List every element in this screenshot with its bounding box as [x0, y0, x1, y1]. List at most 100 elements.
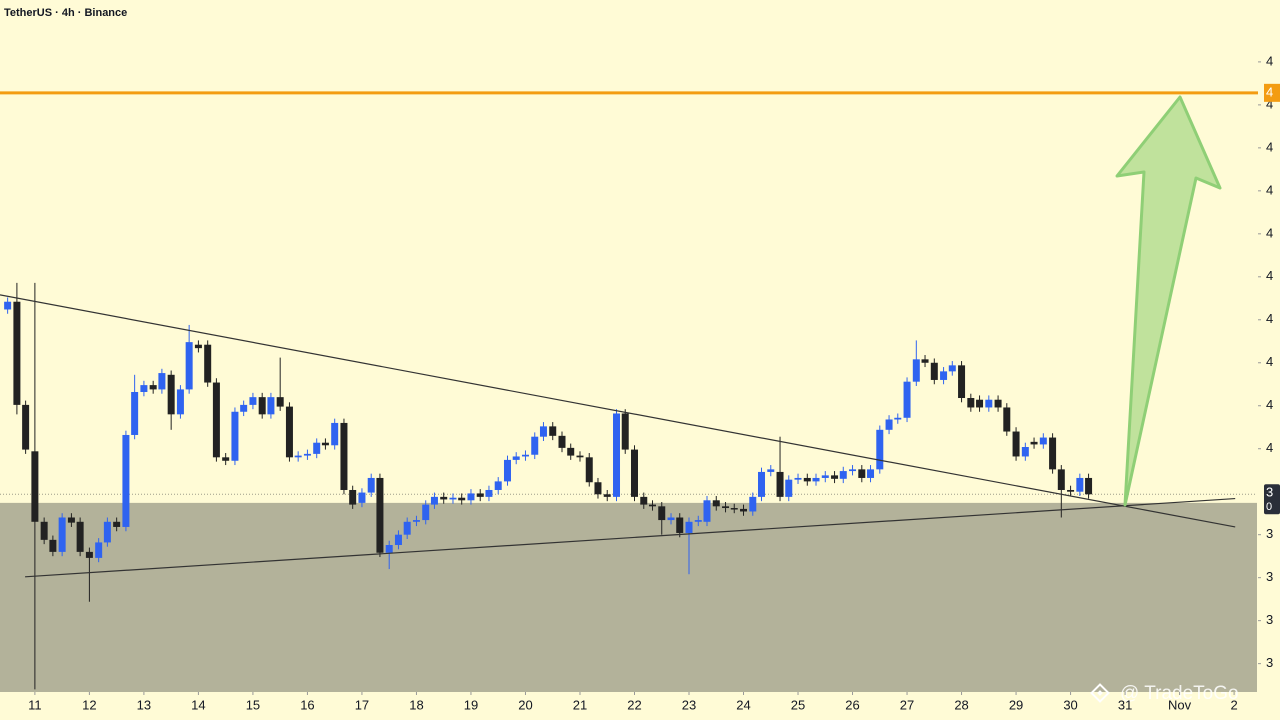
candle-body [912, 359, 920, 382]
y-tick-label: 4 [1266, 311, 1273, 326]
x-tick-label: 13 [137, 697, 151, 712]
y-tick-label: 3 [1266, 569, 1273, 584]
candle-body [349, 489, 357, 505]
x-tick-label: 21 [573, 697, 587, 712]
candle-body [740, 508, 748, 512]
candle-body [821, 475, 829, 478]
candle-body [994, 399, 1002, 408]
plot-area [0, 91, 1268, 692]
candle-body [367, 477, 375, 493]
candle-body [967, 398, 975, 408]
candle-body [667, 517, 675, 521]
trendline [0, 294, 1236, 528]
x-tick-label: 23 [682, 697, 696, 712]
chart-title: TetherUS · 4h · Binance [4, 7, 127, 19]
candle-body [294, 455, 302, 458]
candle-body [149, 385, 157, 390]
candle-body [794, 477, 802, 480]
arrow [1115, 95, 1222, 507]
candle-body [1085, 477, 1093, 495]
candle-body [585, 457, 593, 483]
candle-body [503, 459, 511, 482]
candle-body [485, 489, 493, 497]
candle-body [131, 391, 139, 435]
candle-body [567, 447, 575, 456]
logo [1090, 683, 1110, 703]
x-tick-label: 16 [300, 697, 314, 712]
x-tick-label: 27 [900, 697, 914, 712]
candle-body [313, 442, 321, 454]
candle-body [185, 342, 193, 390]
candle-body [440, 496, 448, 500]
level-price-label: 4 [1266, 84, 1273, 99]
x-tick-label: 11 [28, 697, 42, 712]
candle-body [976, 399, 984, 408]
candle-body [222, 457, 230, 461]
candle-body [1067, 489, 1075, 492]
countdown-label: 0 [1266, 501, 1272, 513]
candle-body [648, 504, 656, 507]
x-tick-label: 26 [845, 697, 859, 712]
candle-body [867, 469, 875, 478]
y-tick-label: 4 [1266, 440, 1273, 455]
candle-body [512, 456, 520, 460]
candle-body [1057, 469, 1065, 490]
candle-body [812, 477, 820, 482]
candle-body [531, 436, 539, 455]
candle-body [321, 442, 329, 446]
candle-body [494, 481, 502, 490]
candle-body [358, 492, 366, 503]
candle-body [803, 477, 811, 482]
candle-body [4, 301, 12, 310]
candle-body [831, 475, 839, 479]
x-tick-label: 17 [355, 697, 369, 712]
zone [0, 502, 1257, 692]
x-tick-label: Nov [1168, 697, 1192, 712]
candle-body [576, 455, 584, 458]
candle-body [285, 406, 293, 458]
candle-body [122, 434, 130, 527]
candle-body [958, 365, 966, 399]
candle-body [31, 451, 39, 522]
candle-body [749, 496, 757, 512]
candle-body [76, 521, 84, 552]
y-tick-label: 3 [1266, 612, 1273, 627]
candle-body [767, 469, 775, 472]
candle-body [158, 373, 166, 390]
y-tick-label: 3 [1266, 655, 1273, 670]
y-tick-label: 4 [1266, 225, 1273, 240]
candle-body [58, 517, 66, 552]
candle-body [930, 362, 938, 380]
candle-body [839, 471, 847, 479]
candle-body [876, 429, 884, 470]
candle-body [212, 382, 220, 458]
candle-body [194, 344, 202, 349]
x-tick-label: 28 [954, 697, 968, 712]
candle-body [167, 374, 175, 415]
y-tick-label: 4 [1266, 182, 1273, 197]
y-tick-label: 4 [1266, 268, 1273, 283]
candle-body [49, 539, 57, 552]
candle-body [940, 371, 948, 380]
candle-body [103, 521, 111, 543]
candle-body [921, 359, 929, 363]
candle-body [422, 504, 430, 521]
candle-body [1039, 437, 1047, 445]
level-price-box [1264, 83, 1280, 102]
candle-body [22, 404, 30, 450]
candle-body [785, 479, 793, 497]
candle-body [430, 496, 438, 505]
last-price-label: 3 [1266, 485, 1273, 500]
x-tick-label: 29 [1009, 697, 1023, 712]
y-tick-label: 4 [1266, 397, 1273, 412]
candle-body [658, 506, 666, 521]
candle-body [1021, 447, 1029, 457]
y-tick-label: 3 [1266, 526, 1273, 541]
y-tick-label: 4 [1266, 96, 1273, 111]
candle-body [558, 435, 566, 448]
candle-body [258, 397, 266, 415]
last-price-box [1264, 484, 1280, 515]
candle-body [303, 453, 311, 456]
x-tick-label: 25 [791, 697, 805, 712]
